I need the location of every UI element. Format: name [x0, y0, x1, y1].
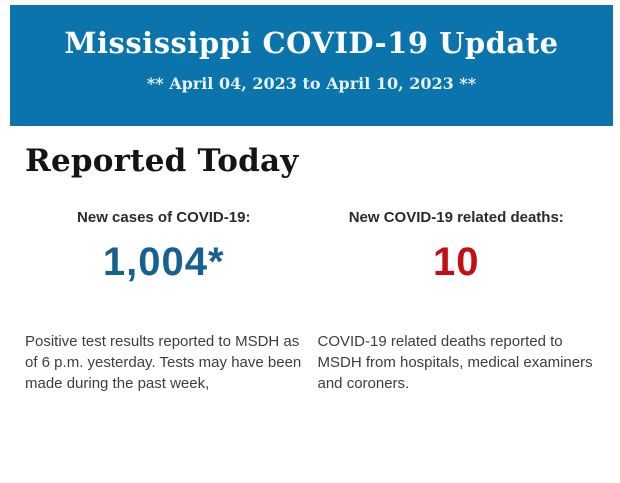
- banner-title: Mississippi COVID-19 Update: [64, 26, 559, 60]
- stat-new-cases: New cases of COVID-19: 1,004* Positive t…: [25, 209, 303, 394]
- stats-grid: New cases of COVID-19: 1,004* Positive t…: [25, 209, 595, 394]
- new-cases-label: New cases of COVID-19:: [77, 209, 251, 226]
- new-cases-value: 1,004*: [102, 240, 225, 284]
- new-deaths-value: 10: [433, 240, 480, 284]
- banner-date-range: ** April 04, 2023 to April 10, 2023 **: [146, 74, 477, 93]
- stat-new-deaths: New COVID-19 related deaths: 10 COVID-19…: [318, 209, 596, 394]
- banner: Mississippi COVID-19 Update ** April 04,…: [10, 5, 613, 126]
- new-deaths-description: COVID-19 related deaths reported to MSDH…: [317, 333, 593, 392]
- main-content: Reported Today New cases of COVID-19: 1,…: [0, 126, 620, 394]
- section-heading: Reported Today: [25, 143, 299, 179]
- new-deaths-label: New COVID-19 related deaths:: [348, 209, 564, 226]
- new-cases-description: Positive test results reported to MSDH a…: [25, 333, 302, 392]
